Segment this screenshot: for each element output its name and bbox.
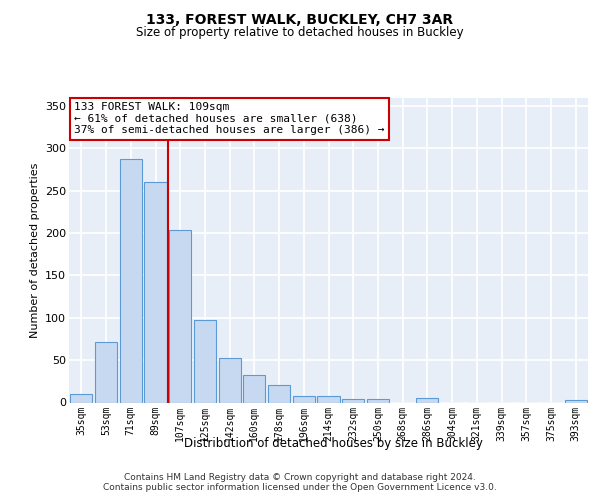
Bar	[268, 384, 290, 402]
Bar	[70, 394, 92, 402]
Text: 133, FOREST WALK, BUCKLEY, CH7 3AR: 133, FOREST WALK, BUCKLEY, CH7 3AR	[146, 12, 454, 26]
Bar	[565, 400, 587, 402]
Bar	[218, 358, 241, 403]
Y-axis label: Number of detached properties: Number of detached properties	[29, 162, 40, 338]
Bar	[194, 320, 216, 402]
Bar	[169, 230, 191, 402]
Text: Distribution of detached houses by size in Buckley: Distribution of detached houses by size …	[184, 438, 482, 450]
Bar	[367, 399, 389, 402]
Bar	[95, 342, 117, 402]
Bar	[145, 182, 167, 402]
Bar	[119, 160, 142, 402]
Bar	[243, 374, 265, 402]
Bar	[416, 398, 439, 402]
Bar	[317, 396, 340, 402]
Text: Contains public sector information licensed under the Open Government Licence v3: Contains public sector information licen…	[103, 482, 497, 492]
Bar	[293, 396, 315, 402]
Text: 133 FOREST WALK: 109sqm
← 61% of detached houses are smaller (638)
37% of semi-d: 133 FOREST WALK: 109sqm ← 61% of detache…	[74, 102, 385, 136]
Text: Size of property relative to detached houses in Buckley: Size of property relative to detached ho…	[136, 26, 464, 39]
Bar	[342, 399, 364, 402]
Text: Contains HM Land Registry data © Crown copyright and database right 2024.: Contains HM Land Registry data © Crown c…	[124, 472, 476, 482]
